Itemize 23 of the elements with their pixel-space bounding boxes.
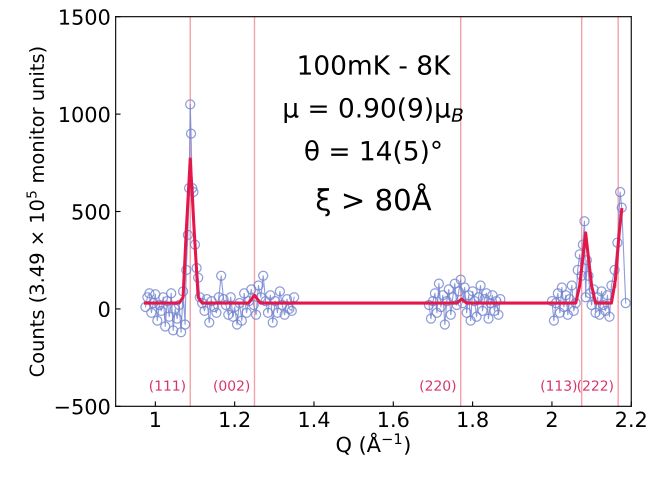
annotation: (002)	[214, 380, 250, 392]
x-tick-label: 1.8	[458, 412, 488, 428]
y-tick-label: 500	[72, 204, 110, 220]
annotation: θ = 14(5)°	[305, 140, 441, 164]
x-tick-label: 2	[546, 412, 556, 427]
y-tick-label: 1500	[60, 9, 110, 25]
y-tick-label: 0	[98, 301, 110, 318]
y-axis-title: Counts (3.49 × 10$^{5}$ monitor units)	[26, 48, 46, 376]
annotation: (222)	[578, 380, 613, 392]
annotation: (113)	[541, 380, 576, 392]
y-tick-label: 1000	[60, 106, 110, 122]
y-tick-label: −500	[56, 398, 110, 415]
x-tick-label: 2.2	[616, 412, 646, 427]
annotation: (220)	[420, 380, 456, 392]
x-tick-label: 1.6	[379, 412, 409, 428]
annotation: ξ > 80Å	[316, 183, 432, 216]
annotation: μ = 0.90(9)μ$_{B}$	[284, 97, 463, 123]
x-tick-label: 1.2	[220, 412, 250, 427]
x-tick-label: 1	[150, 412, 160, 427]
x-axis-title: Q (Å$^{−1}$)	[336, 432, 410, 455]
x-tick-label: 1.4	[300, 412, 330, 427]
annotation: 100mK - 8K	[299, 55, 451, 76]
annotation: (111)	[150, 380, 185, 392]
